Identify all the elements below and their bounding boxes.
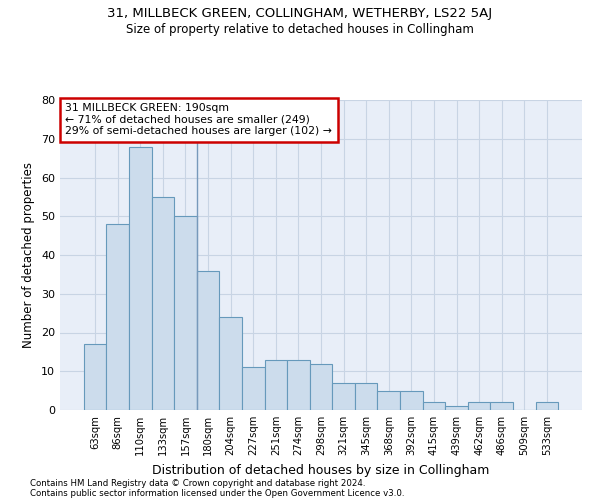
Text: 31, MILLBECK GREEN, COLLINGHAM, WETHERBY, LS22 5AJ: 31, MILLBECK GREEN, COLLINGHAM, WETHERBY…: [107, 8, 493, 20]
Text: 31 MILLBECK GREEN: 190sqm
← 71% of detached houses are smaller (249)
29% of semi: 31 MILLBECK GREEN: 190sqm ← 71% of detac…: [65, 103, 332, 136]
Bar: [197, 270, 220, 410]
Y-axis label: Number of detached properties: Number of detached properties: [22, 162, 35, 348]
Text: Contains HM Land Registry data © Crown copyright and database right 2024.: Contains HM Land Registry data © Crown c…: [30, 478, 365, 488]
Bar: [242, 368, 265, 410]
Bar: [468, 402, 490, 410]
Bar: [220, 317, 242, 410]
Bar: [152, 197, 174, 410]
Bar: [310, 364, 332, 410]
Text: Size of property relative to detached houses in Collingham: Size of property relative to detached ho…: [126, 22, 474, 36]
Bar: [400, 390, 422, 410]
Bar: [84, 344, 106, 410]
Bar: [490, 402, 513, 410]
Text: Contains public sector information licensed under the Open Government Licence v3: Contains public sector information licen…: [30, 488, 404, 498]
Bar: [265, 360, 287, 410]
Bar: [129, 146, 152, 410]
Bar: [536, 402, 558, 410]
Bar: [422, 402, 445, 410]
Bar: [287, 360, 310, 410]
Bar: [377, 390, 400, 410]
Bar: [355, 383, 377, 410]
Bar: [332, 383, 355, 410]
X-axis label: Distribution of detached houses by size in Collingham: Distribution of detached houses by size …: [152, 464, 490, 476]
Bar: [445, 406, 468, 410]
Bar: [174, 216, 197, 410]
Bar: [106, 224, 129, 410]
